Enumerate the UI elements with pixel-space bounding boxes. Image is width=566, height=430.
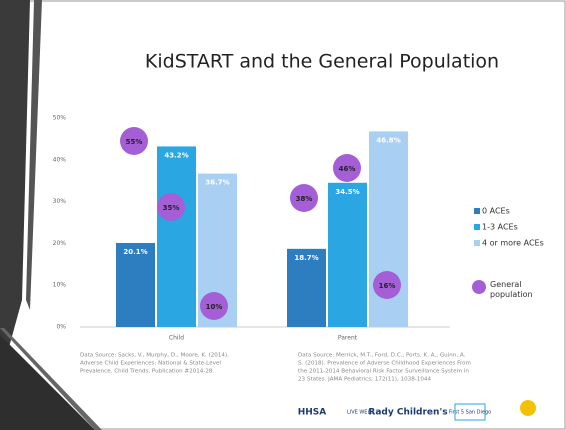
logo-text: Rady Children's [368,408,447,418]
source-text: Adverse Child Experiences: National & St… [80,361,221,367]
logo-text: HHSA [298,408,327,418]
y-tick-label: 50% [53,115,67,122]
logo-text: LIVE WELL [347,410,373,416]
comparison-label: 35% [163,204,180,212]
y-tick-label: 0% [56,324,66,331]
bar-value-label: 20.1% [123,248,147,256]
comparison-dot [157,193,185,221]
comparison-label: 46% [339,165,356,173]
source-text: S. (2018). Prevalence of Adverse Childho… [298,361,471,367]
legend-dot [472,280,486,294]
legend-swatch [474,240,480,246]
bar-value-label: 43.2% [164,151,188,159]
source-text: Data Source: Merrick, M.T., Ford, D.C., … [298,353,466,359]
y-tick-label: 40% [53,156,67,163]
legend-fo: General population [490,280,533,299]
x-tick-label: Parent [338,335,358,342]
y-tick-label: 10% [53,282,67,289]
comparison-label: 16% [379,282,396,290]
legend-label: 1-3 ACEs [482,223,518,232]
decor-triangle [0,335,95,430]
comparison-dot [120,127,148,155]
decor-stripe [0,0,30,380]
comparison-dot [290,184,318,212]
x-tick-label: Child [169,335,184,342]
logo-text: First 5 San Diego [449,410,491,416]
bar [328,182,367,327]
comparison-dot [333,154,361,182]
comparison-label: 55% [126,138,143,146]
decor-stripe [0,328,102,430]
decor-stripe [26,0,42,310]
source-text: the 2011-2014 Behavioral Risk Factor Sur… [298,369,469,375]
bar [116,242,155,327]
source-text: 23 States. JAMA Pediatrics; 172(11), 103… [298,377,431,383]
source-text: Prevalence. Child Trends. Publication #2… [80,369,214,375]
y-tick-label: 30% [53,198,67,205]
bar-value-label: 34.5% [335,188,359,196]
y-tick-label: 20% [53,240,67,247]
logo-mark [454,403,486,421]
legend-label: 4 or more ACEs [482,239,544,248]
comparison-label: 10% [206,303,223,311]
legend-swatch [474,208,480,214]
source-text: Data Source: Sacks, V., Murphy, D., Moor… [80,353,229,359]
bar-value-label: 18.7% [294,254,318,262]
logo-sun [520,400,536,416]
bar-value-label: 46.8% [376,136,400,144]
bar-value-label: 36.7% [205,179,229,187]
legend-label: 0 ACEs [482,207,510,216]
comparison-dot [373,271,401,299]
legend-label: General population [490,280,533,299]
comparison-dot [200,292,228,320]
bar [157,146,196,327]
comparison-label: 38% [296,195,313,203]
bar [287,248,326,327]
legend-swatch [474,224,480,230]
chart-title: KidSTART and the General Population [145,51,499,73]
